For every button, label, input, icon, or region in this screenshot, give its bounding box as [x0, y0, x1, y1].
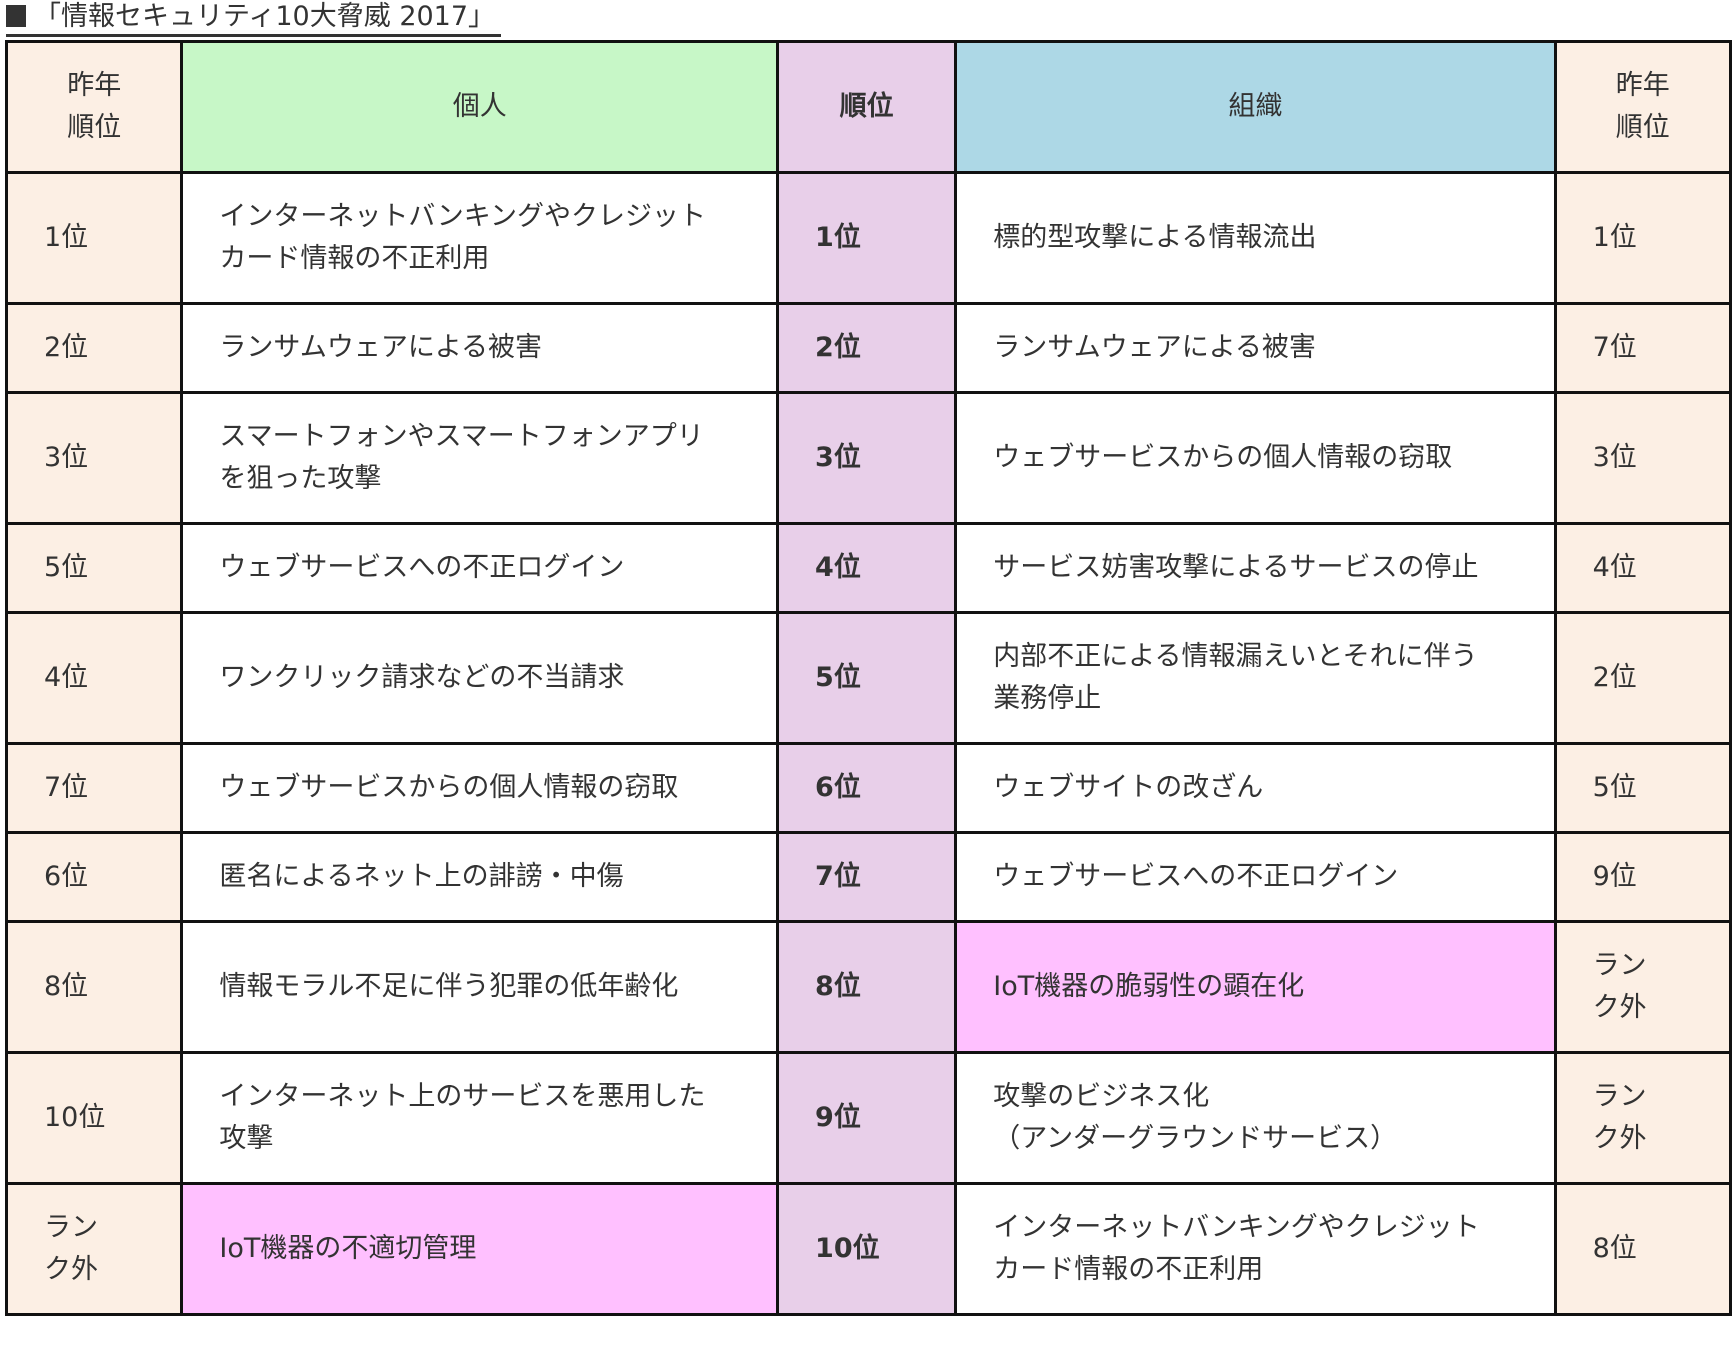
- organization-threat: IoT機器の脆弱性の顕在化: [954, 920, 1557, 1054]
- individual-prev-rank: ランク外: [4, 1182, 184, 1316]
- individual-threat: ランサムウェアによる被害: [180, 302, 780, 394]
- organization-threat: ウェブサイトの改ざん: [954, 742, 1557, 834]
- individual-prev-rank: 7位: [4, 742, 184, 834]
- table-row: 1位 インターネットバンキングやクレジット カード情報の不正利用 1位 標的型攻撃による…: [4, 171, 1732, 305]
- organization-prev-rank: 2位: [1553, 611, 1732, 745]
- organization-prev-rank: 4位: [1553, 522, 1732, 614]
- individual-prev-rank: 6位: [4, 831, 184, 923]
- rank: 10位: [776, 1182, 958, 1316]
- organization-threat: サービス妨害攻撃によるサービスの停止: [954, 522, 1557, 614]
- individual-threat: インターネット上のサービスを悪用した 攻撃: [180, 1051, 780, 1185]
- threats-table: 昨年 順位 個人 順位 組織 昨年 順位 1位 インターネットバンキングやクレジットカ…: [4, 40, 1732, 1316]
- individual-threat: 匿名によるネット上の誹謗・中傷: [180, 831, 780, 923]
- individual-prev-rank: 3位: [4, 391, 184, 525]
- table-row: 10位 インターネット上のサービスを悪用した 攻撃 9位 攻撃のビジネス化 （アンダーグラ…: [4, 1051, 1732, 1185]
- organization-threat: 攻撃のビジネス化 （アンダーグラウンドサービス）: [954, 1051, 1557, 1185]
- individual-prev-rank: 10位: [4, 1051, 184, 1185]
- organization-prev-rank: 5位: [1553, 742, 1732, 834]
- organization-prev-rank: 7位: [1553, 302, 1732, 394]
- individual-prev-rank: 5位: [4, 522, 184, 614]
- table-row: 3位 スマートフォンやスマートフォンアプリ を狙った攻撃 3位 ウェブサービスからの個人…: [4, 391, 1732, 525]
- header-rank: 順位: [776, 40, 958, 174]
- organization-threat: インターネットバンキングやクレジット カード情報の不正利用: [954, 1182, 1557, 1316]
- rank: 6位: [776, 742, 958, 834]
- organization-prev-rank: 1位: [1553, 171, 1732, 305]
- organization-threat: 内部不正による情報漏えいとそれに伴う 業務停止: [954, 611, 1557, 745]
- organization-threat: ランサムウェアによる被害: [954, 302, 1557, 394]
- organization-prev-rank: ランク外: [1553, 920, 1732, 1054]
- individual-threat: ワンクリック請求などの不当請求: [180, 611, 780, 745]
- organization-threat: 標的型攻撃による情報流出: [954, 171, 1557, 305]
- organization-prev-rank: ランク外: [1553, 1051, 1732, 1185]
- header-prev-rank-left: 昨年 順位: [4, 40, 184, 174]
- square-bullet-icon: [6, 5, 26, 27]
- header-prev-rank-right: 昨年 順位: [1553, 40, 1732, 174]
- table-row: 7位 ウェブサービスからの個人情報の窃取 6位 ウェブサイトの改ざん 5位: [4, 742, 1732, 834]
- individual-threat: ウェブサービスへの不正ログイン: [180, 522, 780, 614]
- table-row: 5位 ウェブサービスへの不正ログイン 4位 サービス妨害攻撃によるサービスの停止 4位: [4, 522, 1732, 614]
- rank: 2位: [776, 302, 958, 394]
- rank: 9位: [776, 1051, 958, 1185]
- header-row: 昨年 順位 個人 順位 組織 昨年 順位: [4, 40, 1732, 174]
- organization-threat: ウェブサービスからの個人情報の窃取: [954, 391, 1557, 525]
- individual-threat: 情報モラル不足に伴う犯罪の低年齢化: [180, 920, 780, 1054]
- individual-prev-rank: 8位: [4, 920, 184, 1054]
- rank: 1位: [776, 171, 958, 305]
- individual-threat: インターネットバンキングやクレジット カード情報の不正利用: [180, 171, 780, 305]
- organization-prev-rank: 3位: [1553, 391, 1732, 525]
- organization-prev-rank: 9位: [1553, 831, 1732, 923]
- title-text: 「情報セキュリティ10大脅威 2017」: [34, 1, 496, 32]
- rank: 7位: [776, 831, 958, 923]
- organization-prev-rank: 8位: [1553, 1182, 1732, 1316]
- rank: 3位: [776, 391, 958, 525]
- individual-prev-rank: 4位: [4, 611, 184, 745]
- individual-threat: IoT機器の不適切管理: [180, 1182, 780, 1316]
- rank: 8位: [776, 920, 958, 1054]
- individual-prev-rank: 1位: [4, 171, 184, 305]
- individual-prev-rank: 2位: [4, 302, 184, 394]
- individual-threat: ウェブサービスからの個人情報の窃取: [180, 742, 780, 834]
- table-row: 8位 情報モラル不足に伴う犯罪の低年齢化 8位 IoT機器の脆弱性の顕在化 ランク外: [4, 920, 1732, 1054]
- table-row: 4位 ワンクリック請求などの不当請求 5位 内部不正による情報漏えいとそれに伴う 業務停…: [4, 611, 1732, 745]
- table-row: ランク外 IoT機器の不適切管理 10位 インターネットバンキングやクレジット カード情…: [4, 1182, 1732, 1316]
- table-row: 6位 匿名によるネット上の誹謗・中傷 7位 ウェブサービスへの不正ログイン 9位: [4, 831, 1732, 923]
- page-title: 「情報セキュリティ10大脅威 2017」: [6, 0, 502, 37]
- rank: 4位: [776, 522, 958, 614]
- organization-threat: ウェブサービスへの不正ログイン: [954, 831, 1557, 923]
- header-individual: 個人: [180, 40, 780, 174]
- rank: 5位: [776, 611, 958, 745]
- individual-threat: スマートフォンやスマートフォンアプリ を狙った攻撃: [180, 391, 780, 525]
- table-row: 2位 ランサムウェアによる被害 2位 ランサムウェアによる被害 7位: [4, 302, 1732, 394]
- header-organization: 組織: [954, 40, 1557, 174]
